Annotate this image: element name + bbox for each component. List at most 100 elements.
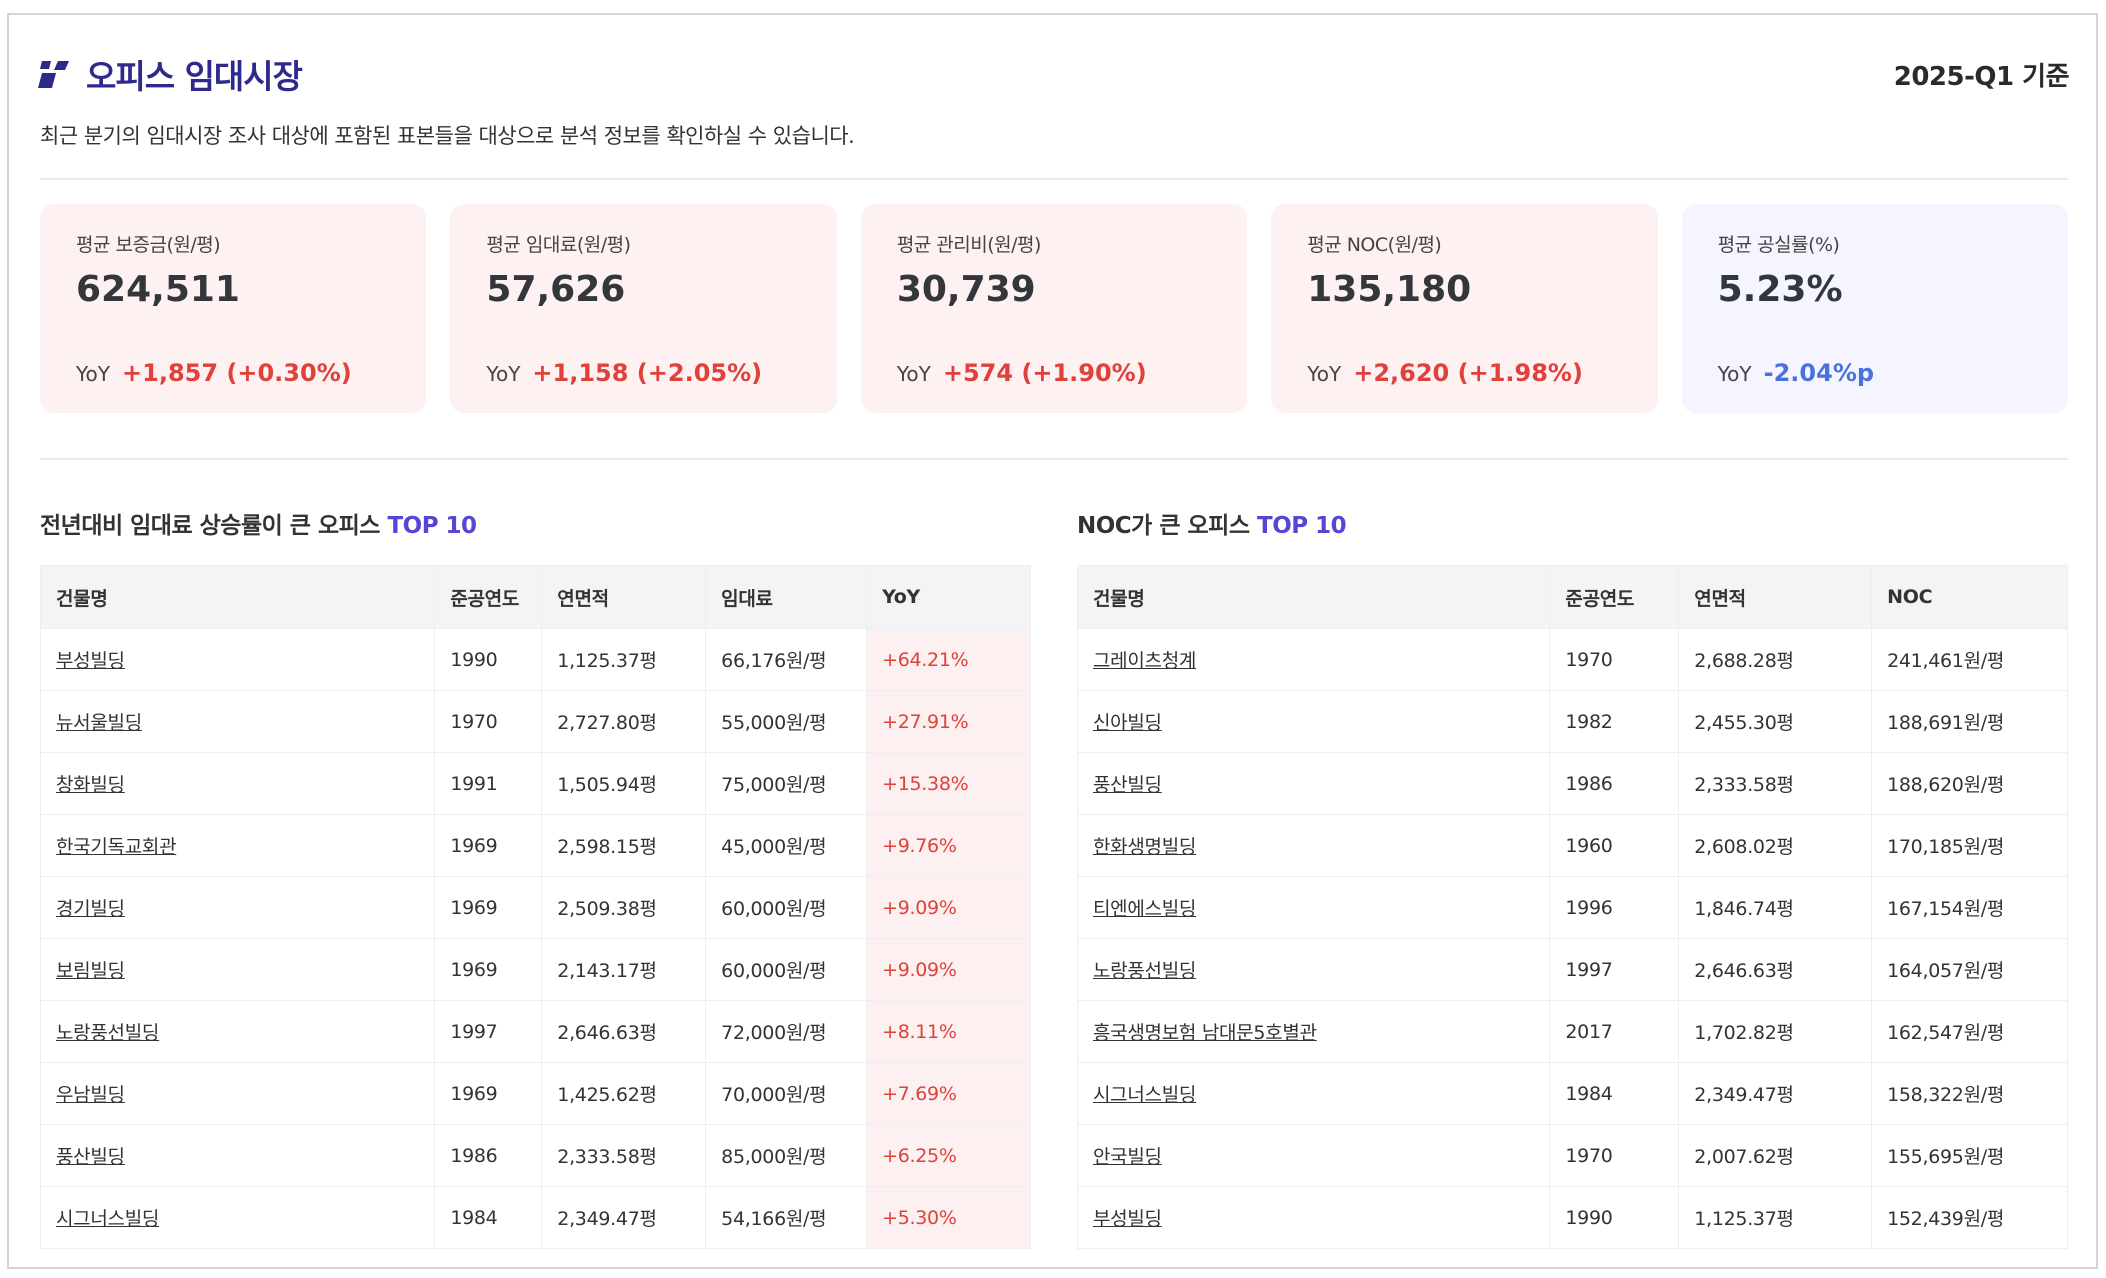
table-cell: 1997 xyxy=(1549,938,1680,1001)
table-cell: 풍산빌딩 xyxy=(1076,752,1551,815)
card-value: 135,180 xyxy=(1307,269,1472,310)
table-row: 풍산빌딩 1986 2,333.58평 85,000원/평 +6.25% xyxy=(39,1124,1031,1187)
column-header[interactable]: YoY xyxy=(866,565,1031,629)
building-link[interactable]: 풍산빌딩 xyxy=(56,1146,125,1168)
table-cell: 티엔에스빌딩 xyxy=(1076,876,1551,939)
building-link[interactable]: 부성빌딩 xyxy=(1093,1208,1162,1230)
yoy-label: YoY xyxy=(1307,362,1342,386)
building-link[interactable]: 티엔에스빌딩 xyxy=(1093,898,1197,920)
building-link[interactable]: 시그너스빌딩 xyxy=(1093,1084,1197,1106)
card-value: 5.23% xyxy=(1717,269,1843,310)
table-cell: 75,000원/평 xyxy=(705,752,868,815)
summary-cards: 평균 보증금(원/평) 624,511 YoY +1,857 (+0.30%) 평균 임… xyxy=(40,204,2069,413)
table-row: 노랑풍선빌딩 1997 2,646.63평 72,000원/평 +8.11% xyxy=(39,1000,1031,1063)
table-cell: 1,846.74평 xyxy=(1678,876,1873,939)
column-header[interactable]: 임대료 xyxy=(705,565,868,629)
table-cell: +7.69% xyxy=(866,1062,1031,1125)
table-row: 우남빌딩 1969 1,425.62평 70,000원/평 +7.69% xyxy=(39,1062,1031,1125)
card-yoy: YoY +1,857 (+0.30%) xyxy=(76,359,352,387)
table-cell: 안국빌딩 xyxy=(1076,1124,1551,1187)
building-link[interactable]: 그레이츠청계 xyxy=(1093,650,1197,672)
table-row: 부성빌딩 1990 1,125.37평 66,176원/평 +64.21% xyxy=(39,628,1031,691)
table-cell: +64.21% xyxy=(866,628,1031,691)
table-cell: 167,154원/평 xyxy=(1871,876,2068,939)
yoy-label: YoY xyxy=(76,362,111,386)
building-link[interactable]: 뉴서울빌딩 xyxy=(56,712,142,734)
table-cell: 1991 xyxy=(434,752,543,815)
divider xyxy=(40,458,2068,460)
table-row: 보림빌딩 1969 2,143.17평 60,000원/평 +9.09% xyxy=(39,938,1031,1001)
table-row: 신아빌딩 1982 2,455.30평 188,691원/평 xyxy=(1076,690,2068,753)
table-row: 노랑풍선빌딩 1997 2,646.63평 164,057원/평 xyxy=(1076,938,2068,1001)
card-label: 평균 관리비(원/평) xyxy=(896,234,1042,256)
table-row: 시그너스빌딩 1984 2,349.47평 54,166원/평 +5.30% xyxy=(39,1186,1031,1249)
table-row: 한화생명빌딩 1960 2,608.02평 170,185원/평 xyxy=(1076,814,2068,877)
yoy-value: -2.04%p xyxy=(1763,359,1875,387)
table-row: 경기빌딩 1969 2,509.38평 60,000원/평 +9.09% xyxy=(39,876,1031,939)
table-cell: +6.25% xyxy=(866,1124,1031,1187)
table-cell: 1969 xyxy=(434,938,543,1001)
column-header[interactable]: 준공연도 xyxy=(1549,565,1680,629)
table-row: 부성빌딩 1990 1,125.37평 152,439원/평 xyxy=(1076,1186,2068,1249)
building-link[interactable]: 신아빌딩 xyxy=(1093,712,1162,734)
building-link[interactable]: 경기빌딩 xyxy=(56,898,125,920)
table-cell: 2,007.62평 xyxy=(1678,1124,1873,1187)
building-link[interactable]: 풍산빌딩 xyxy=(1093,774,1162,796)
table-cell: 1970 xyxy=(434,690,543,753)
building-link[interactable]: 노랑풍선빌딩 xyxy=(56,1022,160,1044)
card-label: 평균 NOC(원/평) xyxy=(1307,234,1442,256)
column-header[interactable]: 연면적 xyxy=(1678,565,1873,629)
table-row: 창화빌딩 1991 1,505.94평 75,000원/평 +15.38% xyxy=(39,752,1031,815)
noc-top-title: NOC가 큰 오피스 TOP 10 xyxy=(1077,506,1347,540)
building-link[interactable]: 한화생명빌딩 xyxy=(1093,836,1197,858)
card-value: 57,626 xyxy=(486,269,626,310)
column-header[interactable]: 건물명 xyxy=(1076,565,1551,629)
table-cell: 1970 xyxy=(1549,1124,1680,1187)
table-cell: 흥국생명보험 남대문5호별관 xyxy=(1076,1000,1551,1063)
table-cell: 60,000원/평 xyxy=(705,876,868,939)
table-cell: 55,000원/평 xyxy=(705,690,868,753)
column-header[interactable]: NOC xyxy=(1871,565,2068,629)
table-cell: 1970 xyxy=(1549,628,1680,691)
table-cell: 시그너스빌딩 xyxy=(39,1186,436,1249)
table-cell: 1960 xyxy=(1549,814,1680,877)
page-subtitle: 최근 분기의 임대시장 조사 대상에 포함된 표본들을 대상으로 분석 정보를 … xyxy=(40,124,855,148)
building-link[interactable]: 부성빌딩 xyxy=(56,650,125,672)
card-yoy: YoY +2,620 (+1.98%) xyxy=(1307,359,1583,387)
card-value: 30,739 xyxy=(896,269,1036,310)
building-link[interactable]: 우남빌딩 xyxy=(56,1084,125,1106)
table-cell: 152,439원/평 xyxy=(1871,1186,2068,1249)
table-cell: +9.09% xyxy=(866,876,1031,939)
table-cell: 2,455.30평 xyxy=(1678,690,1873,753)
building-link[interactable]: 흥국생명보험 남대문5호별관 xyxy=(1093,1022,1317,1044)
rent-top-table: 건물명 준공연도 연면적 임대료 YoY 부성빌딩 1990 1,125.37평 66,176원… xyxy=(39,565,1031,1249)
building-link[interactable]: 안국빌딩 xyxy=(1093,1146,1162,1168)
building-link[interactable]: 한국기독교회관 xyxy=(56,836,177,858)
summary-card: 평균 임대료(원/평) 57,626 YoY +1,158 (+2.05%) xyxy=(450,204,837,413)
column-header[interactable]: 건물명 xyxy=(39,565,436,629)
column-header[interactable]: 준공연도 xyxy=(434,565,543,629)
column-header[interactable]: 연면적 xyxy=(541,565,707,629)
summary-card: 평균 보증금(원/평) 624,511 YoY +1,857 (+0.30%) xyxy=(40,204,427,413)
card-yoy: YoY +574 (+1.90%) xyxy=(897,359,1147,387)
table-cell: 1,702.82평 xyxy=(1678,1000,1873,1063)
table-cell: 2,688.28평 xyxy=(1678,628,1873,691)
building-link[interactable]: 시그너스빌딩 xyxy=(56,1208,160,1230)
table-cell: 60,000원/평 xyxy=(705,938,868,1001)
table-cell: 2,509.38평 xyxy=(541,876,707,939)
section-title-text: 전년대비 임대료 상승률이 큰 오피스 xyxy=(40,513,380,539)
table-cell: 1,125.37평 xyxy=(1678,1186,1873,1249)
building-link[interactable]: 보림빌딩 xyxy=(56,960,125,982)
table-cell: 1,505.94평 xyxy=(541,752,707,815)
table-cell: 2,333.58평 xyxy=(1678,752,1873,815)
building-link[interactable]: 노랑풍선빌딩 xyxy=(1093,960,1197,982)
table-cell: +15.38% xyxy=(866,752,1031,815)
table-cell: 우남빌딩 xyxy=(39,1062,436,1125)
table-cell: 1,125.37평 xyxy=(541,628,707,691)
summary-card: 평균 NOC(원/평) 135,180 YoY +2,620 (+1.98%) xyxy=(1271,204,1658,413)
table-cell: 162,547원/평 xyxy=(1871,1000,2068,1063)
building-link[interactable]: 창화빌딩 xyxy=(56,774,125,796)
table-cell: +8.11% xyxy=(866,1000,1031,1063)
table-cell: 70,000원/평 xyxy=(705,1062,868,1125)
table-cell: 66,176원/평 xyxy=(705,628,868,691)
